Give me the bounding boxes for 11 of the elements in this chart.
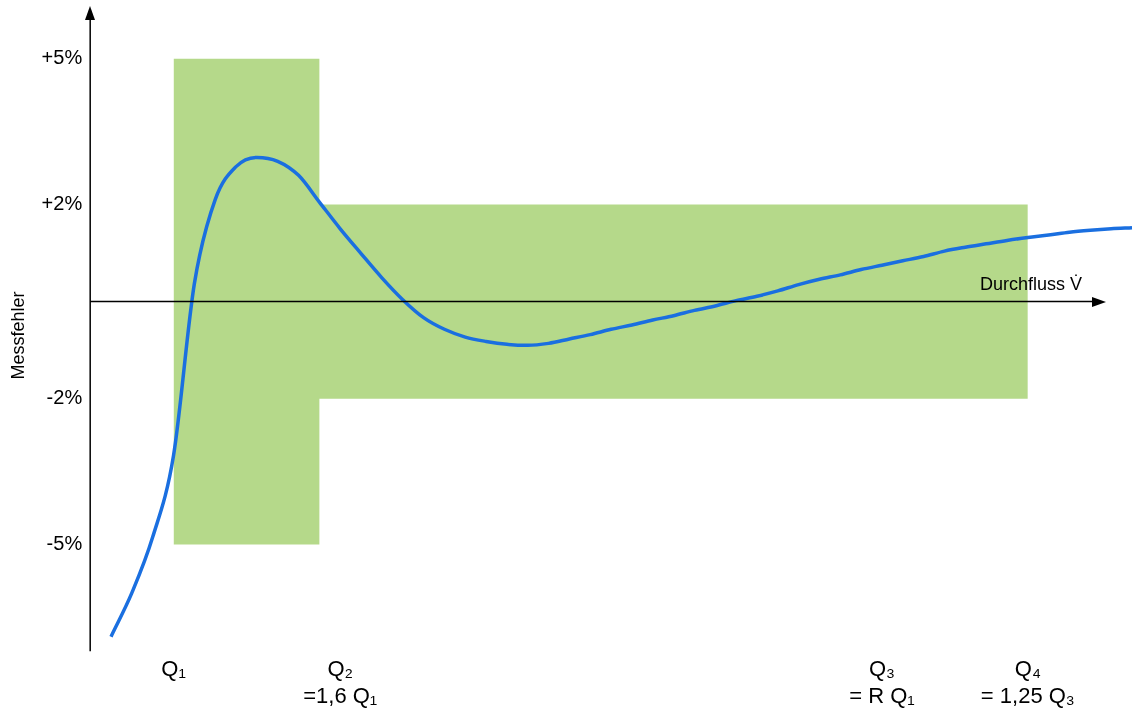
y-tick-label: +5% bbox=[41, 46, 83, 69]
x-tick-label: Q₄ = 1,25 Q₃ bbox=[980, 656, 1075, 708]
x-axis-title: Durchfluss V̇ bbox=[979, 273, 1082, 294]
y-axis-title: Messfehler bbox=[7, 291, 28, 380]
line-series bbox=[109, 155, 1134, 639]
x-tick-label: Q₂ =1,6 Q₁ bbox=[303, 656, 378, 708]
x-tick-label: Q₃ = R Q₁ bbox=[849, 656, 915, 708]
y-tick-label: -5% bbox=[46, 531, 83, 554]
x-tick-label: Q₁ bbox=[161, 656, 186, 682]
y-tick-label: -2% bbox=[46, 386, 83, 409]
y-tick-label: +2% bbox=[41, 192, 83, 215]
